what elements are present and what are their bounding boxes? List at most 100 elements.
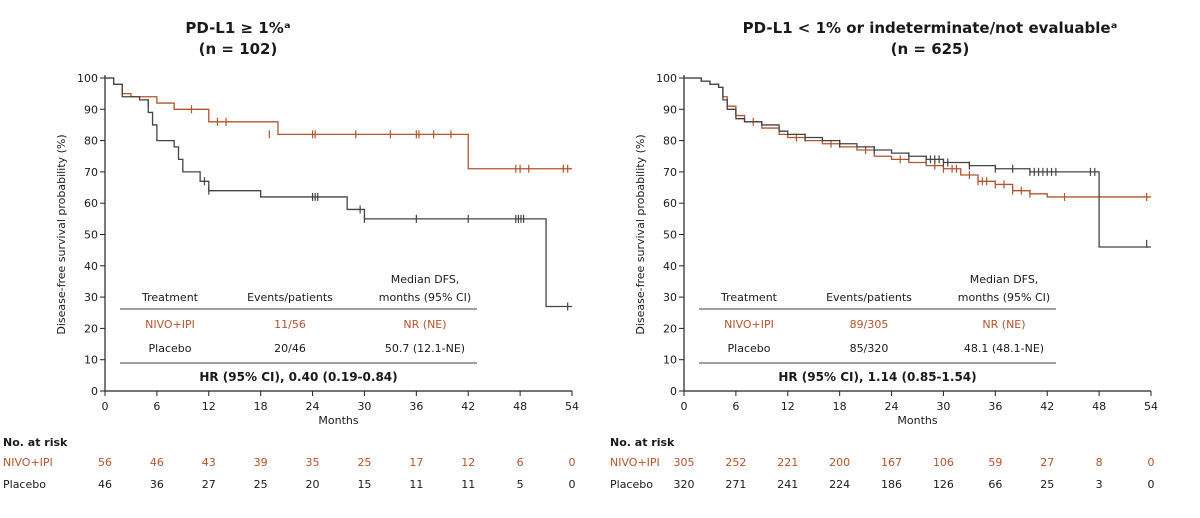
at-risk-count: 11 (461, 478, 475, 491)
y-tick-label: 40 (84, 260, 98, 273)
y-axis-label: Disease-free survival probability (%) (55, 134, 68, 334)
hazard-ratio: HR (95% CI), 1.14 (0.85-1.54) (778, 370, 976, 384)
at-risk-count: 6 (517, 456, 524, 469)
x-axis-label: Months (897, 414, 937, 427)
at-risk-table: No. at risk NIVO+IPI 56 46 43 39 35 25 17 12 6 0 Pla… (3, 436, 576, 491)
chart-subtitle: (n = 102) (199, 40, 278, 58)
y-tick-label: 100 (656, 72, 677, 85)
table-header-median-2: months (95% CI) (379, 291, 471, 304)
y-tick-label: 30 (663, 291, 677, 304)
table-header-events: Events/patients (247, 291, 333, 304)
x-axis-label: Months (318, 414, 358, 427)
y-tick-label: 10 (663, 354, 677, 367)
at-risk-label-placebo: Placebo (3, 478, 46, 491)
at-risk-heading: No. at risk (3, 436, 68, 449)
table-cell-nivo-ipi-0: NIVO+IPI (724, 318, 774, 331)
x-tick-label: 18 (833, 400, 847, 413)
at-risk-label-nivo-ipi: NIVO+IPI (3, 456, 53, 469)
at-risk-count: 305 (674, 456, 695, 469)
at-risk-count: 20 (306, 478, 320, 491)
at-risk-count: 17 (409, 456, 423, 469)
at-risk-count: 39 (254, 456, 268, 469)
at-risk-count: 25 (254, 478, 268, 491)
summary-table: Median DFS, months (95% CI) Treatment Event… (120, 273, 477, 384)
x-tick-label: 48 (513, 400, 527, 413)
table-header-median-2: months (95% CI) (958, 291, 1050, 304)
at-risk-count: 0 (1148, 478, 1155, 491)
table-cell-placebo-1: 85/320 (850, 342, 889, 355)
table-header-treatment: Treatment (720, 291, 778, 304)
at-risk-count: 25 (1040, 478, 1054, 491)
at-risk-label-placebo: Placebo (610, 478, 653, 491)
at-risk-count: 252 (725, 456, 746, 469)
chart-title: PD-L1 ≥ 1%ᵃ (185, 19, 290, 37)
y-tick-label: 50 (663, 229, 677, 242)
y-tick-label: 10 (84, 354, 98, 367)
at-risk-count: 43 (202, 456, 216, 469)
x-tick-label: 48 (1092, 400, 1106, 413)
km-panel-2: PD-L1 < 1% or indeterminate/not evaluabl… (610, 19, 1158, 491)
chart-subtitle: (n = 625) (891, 40, 970, 58)
y-tick-label: 40 (663, 260, 677, 273)
at-risk-count: 186 (881, 478, 902, 491)
chart-title: PD-L1 < 1% or indeterminate/not evaluabl… (743, 19, 1118, 37)
at-risk-count: 36 (150, 478, 164, 491)
summary-table: Median DFS, months (95% CI) Treatment Event… (699, 273, 1056, 384)
at-risk-count: 0 (569, 456, 576, 469)
at-risk-count: 271 (725, 478, 746, 491)
km-curve-nivo-ipi (105, 77, 572, 170)
y-tick-label: 0 (670, 385, 677, 398)
at-risk-table: No. at risk NIVO+IPI 305 252 221 200 167 106 59 2… (610, 436, 1155, 491)
at-risk-count: 126 (933, 478, 954, 491)
y-tick-label: 30 (84, 291, 98, 304)
at-risk-count: 221 (777, 456, 798, 469)
y-tick-label: 0 (91, 385, 98, 398)
y-tick-label: 90 (84, 103, 98, 116)
x-tick-label: 54 (565, 400, 579, 413)
y-tick-label: 70 (84, 166, 98, 179)
at-risk-count: 27 (1040, 456, 1054, 469)
table-header-median-1: Median DFS, (391, 273, 460, 286)
y-tick-label: 20 (84, 322, 98, 335)
y-tick-label: 80 (663, 135, 677, 148)
x-tick-label: 24 (885, 400, 899, 413)
at-risk-heading: No. at risk (610, 436, 675, 449)
y-tick-label: 60 (84, 197, 98, 210)
y-tick-label: 50 (84, 229, 98, 242)
table-cell-nivo-ipi-1: 89/305 (850, 318, 889, 331)
table-cell-placebo-2: 50.7 (12.1-NE) (385, 342, 465, 355)
km-curve-placebo (105, 77, 572, 308)
table-cell-nivo-ipi-1: 11/56 (274, 318, 306, 331)
x-tick-label: 12 (781, 400, 795, 413)
at-risk-count: 3 (1096, 478, 1103, 491)
table-cell-placebo-1: 20/46 (274, 342, 306, 355)
x-tick-label: 30 (357, 400, 371, 413)
x-tick-label: 36 (409, 400, 423, 413)
at-risk-count: 66 (988, 478, 1002, 491)
at-risk-count: 224 (829, 478, 850, 491)
table-cell-nivo-ipi-2: NR (NE) (403, 318, 446, 331)
table-cell-nivo-ipi-2: NR (NE) (982, 318, 1025, 331)
at-risk-count: 27 (202, 478, 216, 491)
at-risk-count: 0 (569, 478, 576, 491)
at-risk-count: 46 (150, 456, 164, 469)
y-tick-label: 100 (77, 72, 98, 85)
x-tick-label: 0 (681, 400, 688, 413)
at-risk-count: 35 (306, 456, 320, 469)
at-risk-count: 15 (357, 478, 371, 491)
x-tick-label: 42 (1040, 400, 1054, 413)
at-risk-count: 56 (98, 456, 112, 469)
km-panel-1: PD-L1 ≥ 1%ᵃ(n = 102)0 6 12 18 24 30 36 42 48 5401… (3, 19, 579, 491)
at-risk-count: 320 (674, 478, 695, 491)
table-cell-placebo-0: Placebo (728, 342, 771, 355)
table-cell-placebo-2: 48.1 (48.1-NE) (964, 342, 1044, 355)
at-risk-count: 46 (98, 478, 112, 491)
y-tick-label: 60 (663, 197, 677, 210)
at-risk-count: 25 (357, 456, 371, 469)
x-tick-label: 54 (1144, 400, 1158, 413)
table-header-events: Events/patients (826, 291, 912, 304)
x-tick-label: 30 (936, 400, 950, 413)
x-tick-label: 12 (202, 400, 216, 413)
at-risk-count: 59 (988, 456, 1002, 469)
